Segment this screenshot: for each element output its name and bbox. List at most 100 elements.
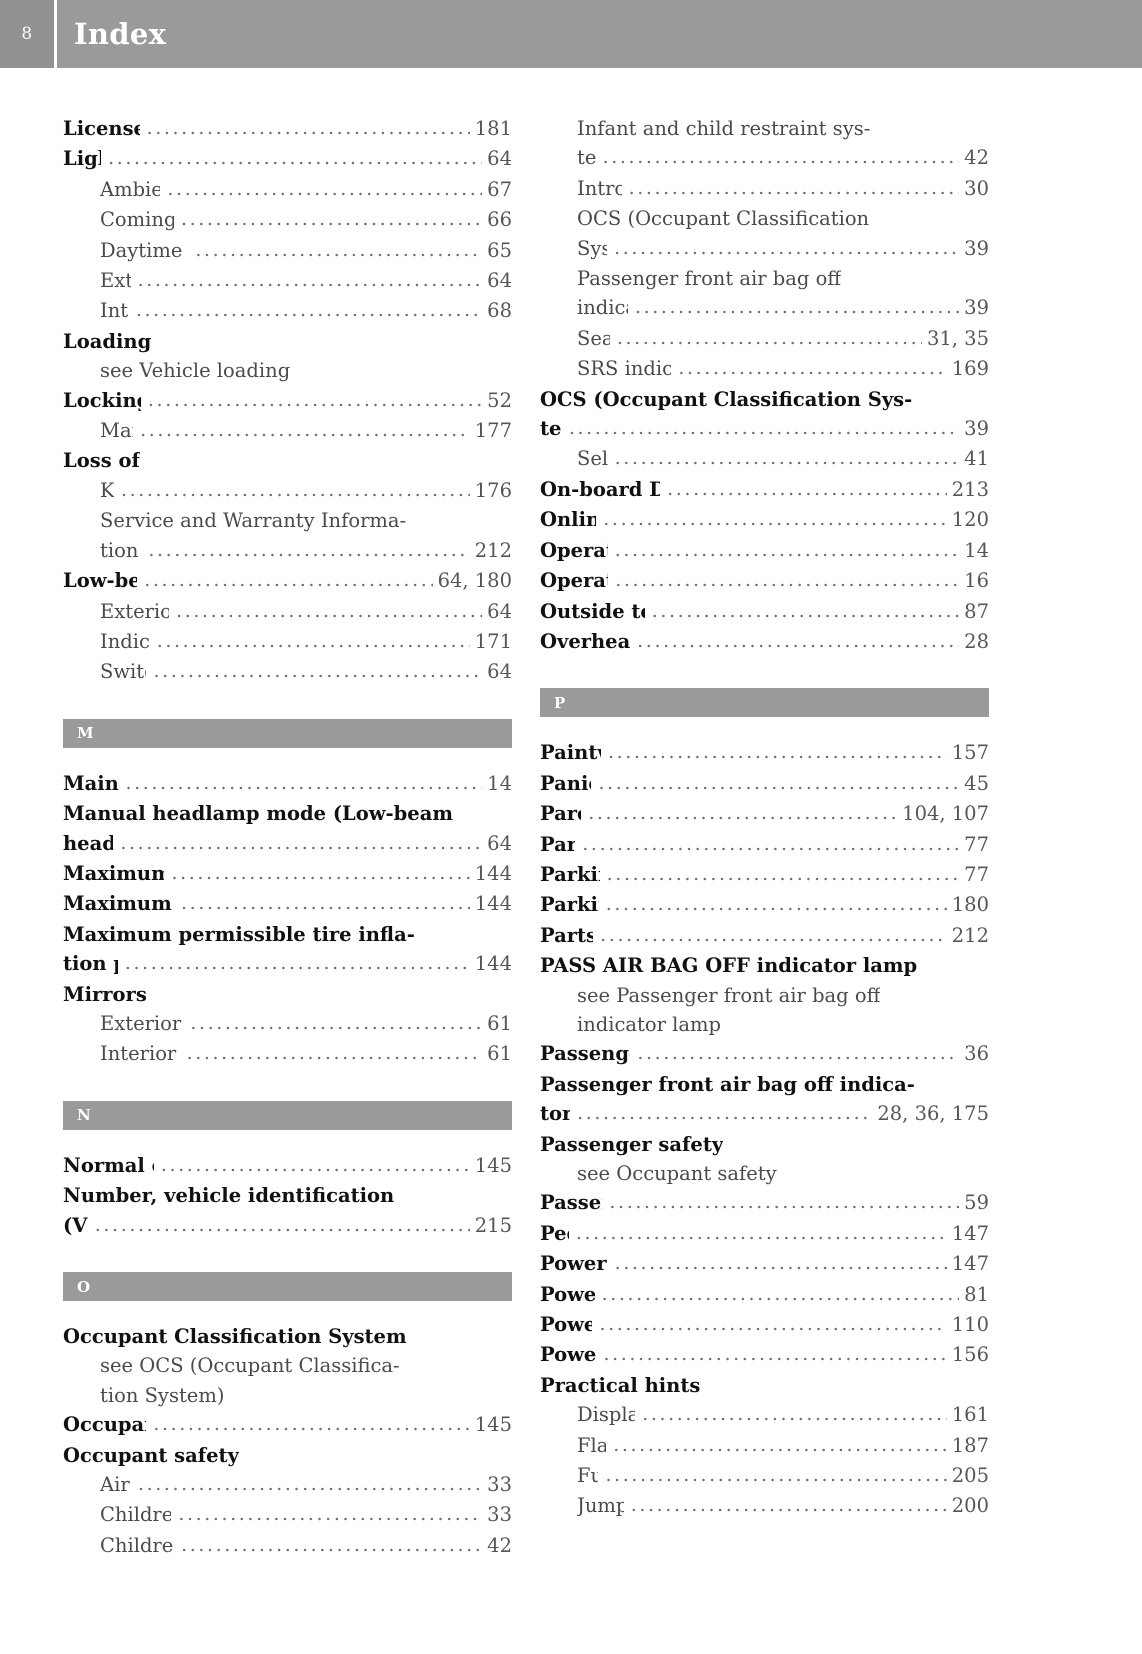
index-entry-sub[interactable]: Flat tire 187 (540, 1431, 989, 1461)
index-entry-sub[interactable]: see OCS (Occupant Classifica- (63, 1351, 512, 1380)
index-entry-label: Introduction (577, 176, 622, 200)
index-entry-main[interactable]: Passenger front air bag 36 (540, 1039, 989, 1069)
index-entry-sub[interactable]: Indicator lamp 171 (63, 627, 512, 657)
index-entry-main[interactable]: Maximum permissible tire infla- (63, 920, 512, 949)
index-entry-main[interactable]: tion pressure 144 (63, 949, 512, 979)
index-entry-sub[interactable]: indicator lamp 39 (540, 293, 989, 323)
index-entry-sub[interactable]: Exterior rear view mirrors 61 (63, 1009, 512, 1039)
index-entry-main[interactable]: Parking 77 (540, 830, 989, 860)
index-entry-main[interactable]: OCS (Occupant Classification Sys- (540, 385, 989, 414)
index-entry-main[interactable]: Locking the vehicle 52 (63, 386, 512, 416)
index-entry-main[interactable]: Paintwork care 157 (540, 738, 989, 768)
index-entry-sub[interactable]: Display messages 161 (540, 1400, 989, 1430)
index-entry-main[interactable]: Loss of (63, 446, 512, 475)
index-entry-main[interactable]: Parking brake 77 (540, 860, 989, 890)
index-entry-main[interactable]: Occupant distribution 145 (63, 1410, 512, 1440)
index-page-number: 31, 35 (926, 326, 989, 350)
index-entry-main[interactable]: Pedals 147 (540, 1219, 989, 1249)
index-entry-label: Exterior rear view mirrors (100, 1011, 183, 1035)
index-page-number: 169 (951, 357, 989, 381)
index-entry-main[interactable]: Power outlet 110 (540, 1310, 989, 1340)
index-entry-main[interactable]: Lighting 64 (63, 144, 512, 174)
index-entry-sub[interactable]: Children and air bags 33 (63, 1500, 512, 1530)
index-entry-main[interactable]: Number, vehicle identification (63, 1181, 512, 1210)
index-entry-main[interactable]: Mirrors (63, 980, 512, 1009)
index-entry-sub[interactable]: Passenger front air bag off (540, 264, 989, 293)
index-entry-sub[interactable]: Key 176 (63, 476, 512, 506)
index-entry-sub[interactable]: tion System) (63, 1381, 512, 1410)
index-entry-sub[interactable]: see Passenger front air bag off (540, 981, 989, 1010)
index-dot-leader (121, 476, 470, 505)
index-entry-main[interactable]: Online access 120 (540, 505, 989, 535)
index-entry-sub[interactable]: see Occupant safety (540, 1159, 989, 1188)
index-entry-main[interactable]: Power washer 156 (540, 1340, 989, 1370)
index-entry-sub[interactable]: OCS (Occupant Classification (540, 204, 989, 233)
index-entry-sub[interactable]: Children in the vehicle 42 (63, 1531, 512, 1561)
index-page-number: 110 (951, 1313, 989, 1337)
index-entry-sub[interactable]: indicator lamp (540, 1010, 989, 1039)
index-entry-sub[interactable]: Air bags 33 (63, 1470, 512, 1500)
index-entry-main[interactable]: Manual headlamp mode (Low-beam (63, 799, 512, 828)
index-dot-leader (126, 769, 483, 798)
index-dot-leader (171, 859, 469, 888)
index-entry-sub[interactable]: Daytime running lamp mode 65 (63, 236, 512, 266)
index-entry-sub[interactable]: Switching on 64 (63, 657, 512, 687)
index-entry-sub[interactable]: Self-test 41 (540, 444, 989, 474)
index-entry-sub[interactable]: Exterior lamp switch 64 (63, 597, 512, 627)
index-dot-leader (153, 657, 482, 686)
index-entry-sub[interactable]: see Vehicle loading (63, 356, 512, 385)
index-entry-sub[interactable]: Interior rear view mirror 61 (63, 1039, 512, 1069)
index-entry-sub[interactable]: Manually 177 (63, 416, 512, 446)
index-entry-label: Infant and child restraint sys- (577, 117, 871, 140)
index-entry-main[interactable]: Operating range 14 (540, 536, 989, 566)
index-entry-main[interactable]: On-board Diagnostics Socket (OBD) 213 (540, 475, 989, 505)
index-entry-sub[interactable]: Service and Warranty Informa- (63, 506, 512, 535)
index-entry-sub[interactable]: Introduction 30 (540, 174, 989, 204)
index-entry-main[interactable]: Parcel nets 104, 107 (540, 799, 989, 829)
section-letter: N (77, 1106, 92, 1125)
index-entry-sub[interactable]: Fuses 205 (540, 1461, 989, 1491)
index-entry-main[interactable]: Practical hints (540, 1371, 989, 1400)
index-entry-label: Power outlet (540, 1313, 593, 1337)
index-entry-main[interactable]: tor lamp 28, 36, 175 (540, 1099, 989, 1129)
index-entry-main[interactable]: Maximum load rating (tires) 144 (63, 859, 512, 889)
index-entry-main[interactable]: Loading (63, 327, 512, 356)
index-entry-main[interactable]: headlamps) 64 (63, 829, 512, 859)
index-entry-main[interactable]: PASS AIR BAG OFF indicator lamp (540, 951, 989, 980)
index-entry-sub[interactable]: Jump starting 200 (540, 1491, 989, 1521)
index-entry-main[interactable]: Passenger seat 59 (540, 1188, 989, 1218)
index-entry-main[interactable]: (VIN) 215 (63, 1211, 512, 1241)
index-entry-main[interactable]: Power gauge 81 (540, 1280, 989, 1310)
index-entry-main[interactable]: Passenger front air bag off indica- (540, 1070, 989, 1099)
index-entry-sub[interactable]: Ambient lighting* 67 (63, 175, 512, 205)
index-entry-main[interactable]: Occupant Classification System (63, 1322, 512, 1351)
index-entry-main[interactable]: Normal occupant weight 145 (63, 1151, 512, 1181)
index-entry-main[interactable]: Panic alarm 45 (540, 769, 989, 799)
index-entry-sub[interactable]: Seat belts 31, 35 (540, 324, 989, 354)
index-entry-sub[interactable]: Interior 68 (63, 296, 512, 326)
index-entry-main[interactable]: Occupant safety (63, 1441, 512, 1470)
index-entry-main[interactable]: Maintenance 14 (63, 769, 512, 799)
index-entry-main[interactable]: Operating safety 16 (540, 566, 989, 596)
index-page-number: 41 (964, 447, 989, 471)
index-entry-sub[interactable]: Infant and child restraint sys- (540, 114, 989, 143)
index-entry-main[interactable]: Power assistance 147 (540, 1249, 989, 1279)
index-entry-main[interactable]: Outside temperature display 87 (540, 597, 989, 627)
index-page-number: 59 (964, 1191, 989, 1215)
index-entry-sub[interactable]: Exterior 64 (63, 266, 512, 296)
index-entry-label: tion System) (100, 1383, 225, 1407)
index-entry-sub[interactable]: System) 39 (540, 234, 989, 264)
index-entry-sub[interactable]: Coming home function 66 (63, 205, 512, 235)
index-entry-main[interactable]: tem) 39 (540, 414, 989, 444)
index-entry-main[interactable]: Passenger safety (540, 1130, 989, 1159)
index-entry-main[interactable]: Maximum loaded vehicle weight 144 (63, 889, 512, 919)
index-entry-main[interactable]: Parts service 212 (540, 921, 989, 951)
index-entry-main[interactable]: Overhead control panel 28 (540, 627, 989, 657)
index-entry-main[interactable]: Low-beam headlamps 64, 180 (63, 566, 512, 596)
index-entry-sub[interactable]: tion booklet 212 (63, 536, 512, 566)
index-entry-sub[interactable]: SRS indicator lamp, malfunction 169 (540, 354, 989, 384)
